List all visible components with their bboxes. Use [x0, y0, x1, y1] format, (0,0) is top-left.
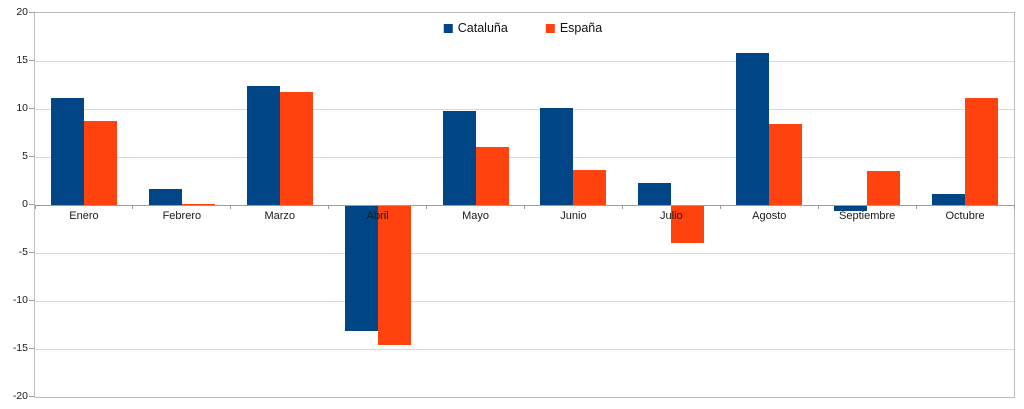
bar-catalua-abril — [344, 206, 378, 331]
bar-catalua-julio — [638, 182, 672, 205]
y-axis-tick — [29, 252, 34, 253]
legend-swatch-cataluna-icon — [443, 23, 453, 33]
legend-item-cataluna: Cataluña — [443, 21, 508, 35]
bar-catalua-febrero — [148, 188, 182, 205]
x-axis-tick — [817, 205, 819, 209]
gridline — [35, 60, 1014, 62]
x-tick-label-junio: Junio — [560, 210, 587, 222]
x-tick-label-febrero: Febrero — [162, 210, 202, 222]
y-axis-tick — [29, 396, 34, 397]
gridline — [35, 300, 1014, 302]
bar-catalua-mayo — [442, 110, 476, 205]
x-tick-label-octubre: Octubre — [945, 210, 985, 222]
y-axis-tick — [29, 204, 34, 205]
x-axis-tick — [915, 205, 917, 209]
bar-espaa-junio — [573, 170, 607, 205]
y-tick-label: 5 — [22, 149, 28, 162]
legend-label-cataluna: Cataluña — [457, 21, 508, 35]
x-tick-label-marzo: Marzo — [264, 210, 296, 222]
y-axis-tick — [29, 108, 34, 109]
bar-espaa-agosto — [769, 124, 803, 205]
y-axis-tick — [29, 12, 34, 13]
x-tick-label-abril: Abril — [366, 210, 389, 222]
x-tick-label-mayo: Mayo — [462, 210, 489, 222]
x-tick-label-enero: Enero — [69, 210, 99, 222]
bar-catalua-agosto — [736, 53, 770, 205]
x-axis-tick — [426, 205, 428, 209]
bar-espaa-abril — [377, 206, 411, 346]
gridline — [35, 252, 1014, 254]
bar-espaa-septiembre — [867, 171, 901, 205]
x-axis-tick — [230, 205, 232, 209]
x-tick-label-septiembre: Septiembre — [839, 210, 896, 222]
bar-catalua-septiembre — [834, 206, 868, 211]
bar-catalua-junio — [540, 108, 574, 205]
y-axis-tick — [29, 348, 34, 349]
bar-espaa-marzo — [279, 91, 313, 205]
x-axis-tick — [132, 205, 134, 209]
chart-legend: Cataluña España — [443, 21, 603, 35]
bar-catalua-enero — [50, 98, 84, 205]
bar-espaa-enero — [83, 121, 117, 205]
y-tick-label: 15 — [16, 53, 28, 66]
y-axis-tick — [29, 60, 34, 61]
x-tick-label-agosto: Agosto — [752, 210, 787, 222]
y-tick-label: -15 — [12, 341, 28, 354]
x-tick-label-julio: Julio — [660, 210, 683, 222]
bar-espaa-julio — [671, 206, 705, 244]
gridline — [35, 348, 1014, 350]
bar-espaa-febrero — [181, 204, 215, 205]
y-tick-label: 20 — [16, 5, 28, 18]
legend-swatch-espana-icon — [545, 23, 555, 33]
y-tick-label: 10 — [16, 101, 28, 114]
gridline — [35, 156, 1014, 158]
y-axis-tick — [29, 300, 34, 301]
x-axis-tick — [719, 205, 721, 209]
bar-catalua-octubre — [932, 194, 966, 205]
y-axis-tick — [29, 156, 34, 157]
x-axis-tick — [328, 205, 330, 209]
legend-item-espana: España — [545, 21, 603, 35]
plot-area: Enero Febrero Marzo Abril Mayo Junio Julio Agos… — [34, 12, 1015, 398]
bar-catalua-marzo — [246, 85, 280, 205]
y-tick-label: -5 — [18, 245, 28, 258]
gridline — [35, 108, 1014, 110]
y-tick-label: -20 — [12, 389, 28, 402]
x-axis-tick — [34, 205, 36, 209]
legend-label-espana: España — [559, 21, 603, 35]
x-axis-tick — [1013, 205, 1015, 209]
bar-espaa-mayo — [475, 147, 509, 205]
x-axis-tick — [524, 205, 525, 209]
y-tick-label: 0 — [22, 197, 28, 210]
bar-espaa-octubre — [965, 98, 999, 205]
x-axis-tick — [621, 205, 623, 209]
y-tick-label: -10 — [12, 293, 28, 306]
